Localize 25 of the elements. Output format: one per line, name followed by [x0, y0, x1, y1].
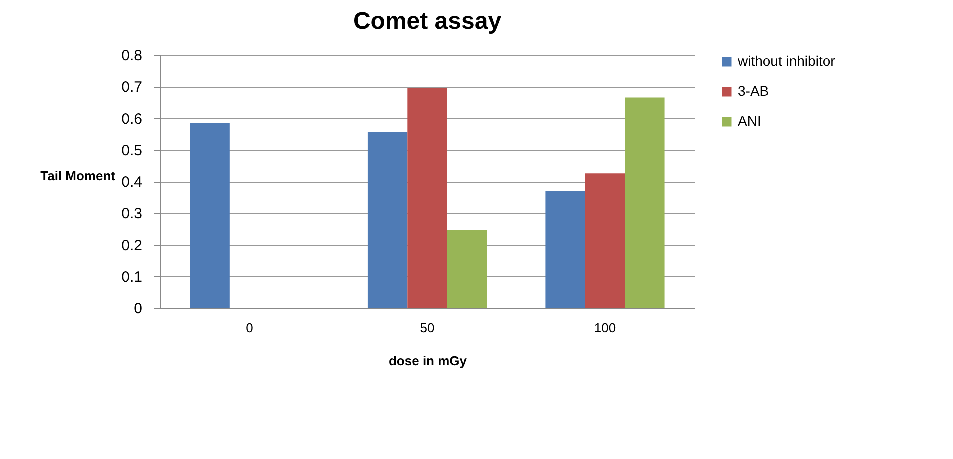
chart-title: Comet assay	[353, 8, 502, 35]
bar	[368, 132, 408, 308]
bar	[625, 98, 665, 308]
y-tick-label: 0.4	[122, 174, 142, 191]
legend-label: ANI	[738, 113, 762, 129]
y-axis-title: Tail Moment	[40, 168, 116, 184]
bar	[447, 230, 488, 308]
y-tick-label: 0.3	[122, 206, 142, 223]
y-tick-label: 0.6	[122, 110, 142, 128]
x-tick-label: 0	[246, 320, 254, 336]
bar	[408, 88, 448, 308]
legend-label: 3-AB	[738, 83, 770, 99]
x-tick-label: 50	[420, 320, 435, 336]
y-tick-label: 0.1	[122, 268, 142, 286]
y-tick-label: 0.2	[122, 237, 142, 254]
bar	[546, 190, 586, 308]
bar	[190, 122, 230, 308]
legend-label: without inhibitor	[737, 53, 836, 69]
y-tick-label: 0.5	[122, 142, 142, 160]
y-tick-label: 0.7	[122, 79, 142, 96]
y-tick-label: 0.8	[122, 48, 142, 64]
y-tick-label: 0	[134, 300, 142, 318]
x-tick-label: 100	[594, 320, 616, 336]
x-axis-title: dose in mGy	[388, 354, 468, 368]
bar	[585, 174, 626, 308]
